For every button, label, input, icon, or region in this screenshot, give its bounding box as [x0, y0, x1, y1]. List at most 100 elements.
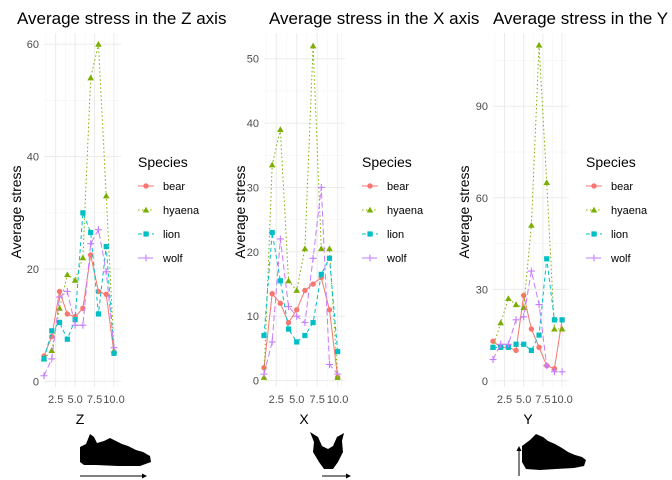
data-point-bear — [490, 338, 496, 344]
legend-key-marker — [142, 206, 150, 213]
x-axis-label: X — [299, 411, 309, 427]
data-point-wolf — [334, 370, 342, 378]
data-point-bear — [95, 288, 102, 295]
legend-title: Species — [138, 154, 188, 170]
data-point-bear — [513, 347, 519, 354]
data-point-bear — [310, 281, 316, 287]
data-point-hyaena — [317, 245, 325, 252]
series-line-lion — [493, 258, 563, 352]
legend: bear hyaena lion wolf — [362, 181, 424, 265]
legend-key-marker — [143, 231, 149, 237]
series-line-lion — [263, 232, 339, 352]
data-point-hyaena — [71, 276, 79, 283]
data-point-bear — [269, 290, 275, 297]
data-point-lion — [318, 271, 324, 277]
legend-key-marker — [367, 183, 373, 189]
data-point-wolf — [489, 356, 497, 364]
data-point-wolf — [293, 312, 301, 320]
legend-label: lion — [387, 229, 404, 241]
data-point-wolf — [317, 183, 325, 191]
legend-label: wolf — [162, 253, 184, 265]
data-point-lion — [277, 278, 283, 284]
data-point-wolf — [520, 313, 528, 321]
x-tick-label: 7.5 — [87, 394, 102, 406]
y-axis-label: Average stress — [232, 165, 248, 258]
x-axis-label: Z — [76, 411, 85, 427]
y-tick-label: 10 — [247, 311, 259, 323]
legend-label: lion — [163, 229, 180, 241]
series-lion — [41, 210, 117, 362]
plot-area: 0 30 60 90 2.5 5.0 7.5 10.0 — [476, 33, 573, 406]
legend-item-hyaena: hyaena — [138, 205, 200, 217]
panel-x-axis: Average stress in the X axis 0 10 20 30 40 50… — [232, 9, 479, 479]
data-point-hyaena — [551, 325, 558, 332]
series-line-wolf — [263, 187, 339, 375]
legend-item-lion: lion — [586, 229, 628, 241]
legend-label: bear — [387, 181, 409, 193]
data-point-lion — [269, 229, 275, 236]
legend-label: hyaena — [163, 205, 200, 217]
y-tick-label: 50 — [247, 54, 259, 66]
y-tick-label: 20 — [247, 247, 259, 259]
lateral-jaw-silhouette — [80, 434, 151, 479]
front-skull-silhouette — [310, 432, 351, 479]
x-tick-label: 2.5 — [269, 394, 284, 406]
data-point-wolf — [512, 316, 520, 324]
data-point-lion — [56, 319, 63, 325]
y-tick-label: 60 — [27, 39, 39, 51]
y-tick-label: 60 — [476, 193, 488, 205]
y-tick-label: 30 — [476, 284, 488, 296]
legend: bear hyaena lion wolf — [586, 181, 648, 265]
data-point-bear — [285, 319, 292, 326]
legend-label: hyaena — [611, 205, 648, 217]
data-point-lion — [285, 326, 292, 332]
series-lion — [261, 229, 341, 355]
panel-title: Average stress in the X axis — [269, 9, 479, 28]
legend-item-wolf: wolf — [362, 253, 408, 265]
data-point-wolf — [309, 254, 317, 262]
plot-area: 0 10 20 30 40 50 2.5 5.0 7.5 10.0 — [247, 33, 348, 406]
data-point-hyaena — [79, 254, 87, 261]
data-point-lion — [103, 243, 109, 250]
legend-label: wolf — [610, 253, 632, 265]
series-wolf — [489, 267, 566, 376]
y-tick-label: 40 — [247, 118, 259, 130]
series-wolf — [260, 183, 342, 378]
data-point-lion — [490, 344, 496, 350]
data-point-wolf — [301, 319, 309, 327]
major-grid — [493, 33, 569, 387]
data-point-wolf — [87, 240, 95, 248]
data-point-wolf — [535, 301, 543, 309]
data-point-lion — [551, 317, 558, 323]
data-point-lion — [80, 210, 86, 216]
data-point-hyaena — [102, 192, 110, 199]
y-tick-label: 40 — [27, 152, 39, 164]
lateral-skull-silhouette — [516, 434, 586, 476]
data-point-wolf — [527, 267, 535, 275]
data-point-wolf — [94, 226, 102, 234]
data-point-lion — [544, 256, 550, 262]
data-point-hyaena — [326, 245, 333, 252]
data-point-wolf — [497, 340, 505, 348]
data-point-lion — [49, 328, 55, 334]
legend-key-marker — [591, 183, 597, 189]
y-tick-label: 30 — [247, 182, 259, 194]
data-point-hyaena — [285, 277, 292, 284]
legend-item-bear: bear — [138, 181, 185, 193]
y-tick-label: 0 — [253, 376, 259, 388]
data-point-hyaena — [277, 126, 284, 133]
series-line-wolf — [43, 228, 115, 376]
y-tick-label: 0 — [482, 376, 488, 388]
legend-key-marker — [590, 206, 598, 213]
panel-title: Average stress in the Y axis — [493, 9, 672, 28]
data-point-hyaena — [64, 271, 71, 278]
legend-title: Species — [362, 154, 412, 170]
x-tick-label: 5.0 — [289, 394, 304, 406]
x-tick-label: 5.0 — [67, 394, 82, 406]
legend-title: Species — [586, 154, 636, 170]
series-line-bear — [43, 254, 115, 357]
data-point-lion — [302, 332, 308, 339]
data-point-hyaena — [48, 347, 56, 353]
data-point-wolf — [40, 372, 48, 380]
